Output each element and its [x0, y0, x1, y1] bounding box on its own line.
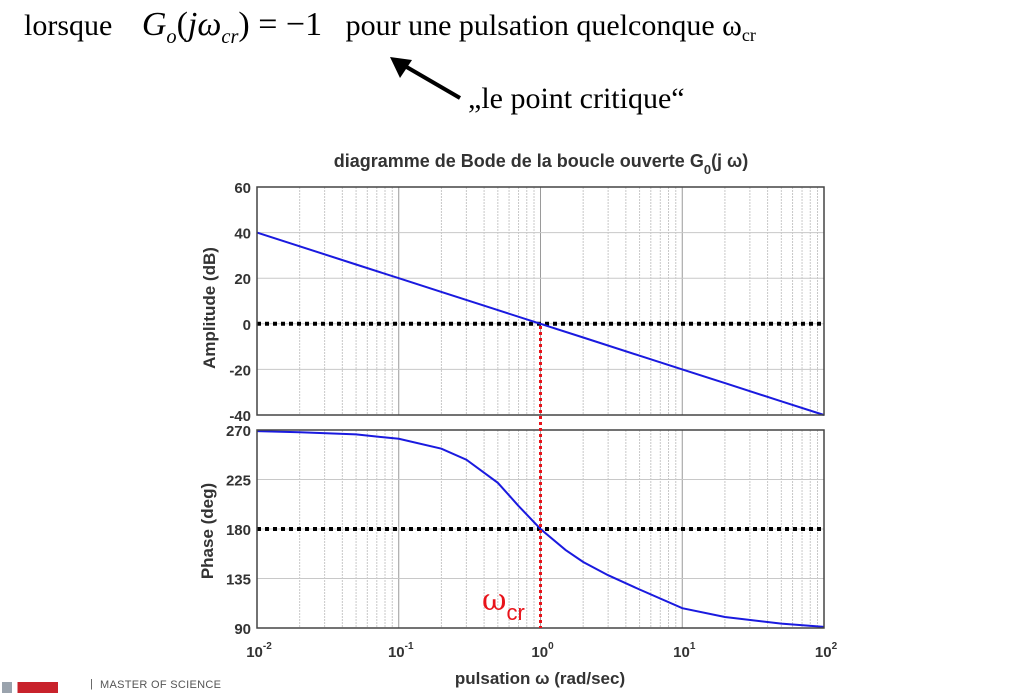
university-logo — [2, 682, 58, 693]
header-line: lorsque Go(jωcr) = −1 pour une pulsation… — [24, 6, 756, 49]
y-tick-label: 90 — [234, 621, 251, 638]
omega-cr-label: ωcr — [482, 583, 525, 625]
footer-separator: | — [90, 678, 93, 690]
formula-close: ) — [238, 6, 250, 43]
x-tick-exponent: -1 — [405, 641, 414, 652]
x-tick-base: 10 — [815, 644, 832, 661]
formula-g: G — [141, 6, 167, 43]
header-prefix: lorsque — [24, 9, 113, 42]
x-tick-base: 10 — [531, 644, 548, 661]
x-tick-base: 10 — [246, 644, 263, 661]
series-line — [256, 430, 825, 628]
chart-title-sub: 0 — [704, 162, 711, 177]
y-tick-label: 270 — [226, 423, 251, 440]
y-tick-label: 60 — [234, 180, 251, 197]
x-tick-exponent: -2 — [263, 641, 272, 652]
amplitude-ylabel: Amplitude (dB) — [200, 247, 219, 369]
header-suffix-sub: cr — [741, 25, 756, 45]
y-tick-label: 180 — [226, 522, 251, 539]
formula-o: o — [166, 25, 177, 48]
footer: | MASTER OF SCIENCE — [0, 677, 300, 693]
phase-xlabel: pulsation ω (rad/sec) — [455, 669, 625, 688]
formula-omega: ω — [197, 6, 222, 43]
chart-title-main: diagramme de Bode de la boucle ouverte G — [334, 151, 704, 171]
series-line — [256, 231, 825, 416]
arrow-icon — [390, 57, 462, 100]
x-tick-exponent: 0 — [548, 641, 554, 652]
omega-cr-symbol: ω — [482, 583, 506, 618]
y-tick-label: 225 — [226, 473, 251, 490]
x-tick-label: 101 — [673, 641, 696, 661]
formula-j: j — [187, 6, 198, 43]
x-tick-label: 102 — [815, 641, 838, 661]
x-tick-base: 10 — [388, 644, 405, 661]
x-tick-label: 10-2 — [246, 641, 272, 661]
y-tick-label: 20 — [234, 271, 251, 288]
x-tick-label: 10-1 — [388, 641, 414, 661]
x-tick-label: 100 — [531, 641, 554, 661]
omega-cr-sub: cr — [506, 600, 524, 625]
footer-institution: MASTER OF SCIENCE — [100, 679, 222, 691]
x-tick-base: 10 — [673, 644, 690, 661]
chart-title: diagramme de Bode de la boucle ouverte G… — [334, 151, 749, 177]
y-tick-label: 40 — [234, 226, 251, 243]
x-tick-exponent: 1 — [690, 641, 696, 652]
chart-title-tail: (j ω) — [711, 151, 748, 171]
critical-point-label: „le point critique“ — [468, 82, 685, 115]
formula-open: ( — [176, 6, 188, 43]
x-tick-exponent: 2 — [832, 641, 838, 652]
y-tick-label: 0 — [243, 317, 251, 334]
header-suffix: pour une pulsation quelconque ω — [345, 9, 742, 42]
plot-frame — [256, 186, 825, 416]
formula-cr: cr — [221, 25, 239, 48]
phase-ylabel: Phase (deg) — [198, 483, 217, 579]
formula-equals: = −1 — [258, 6, 323, 43]
y-tick-label: -40 — [229, 408, 251, 425]
amplitude-panel: 60 40 20 0 -20 -40 — [229, 180, 825, 425]
y-tick-label: -20 — [229, 362, 251, 379]
y-tick-label: 135 — [226, 572, 251, 589]
critical-formula: Go(jωcr) = −1 — [141, 6, 323, 48]
